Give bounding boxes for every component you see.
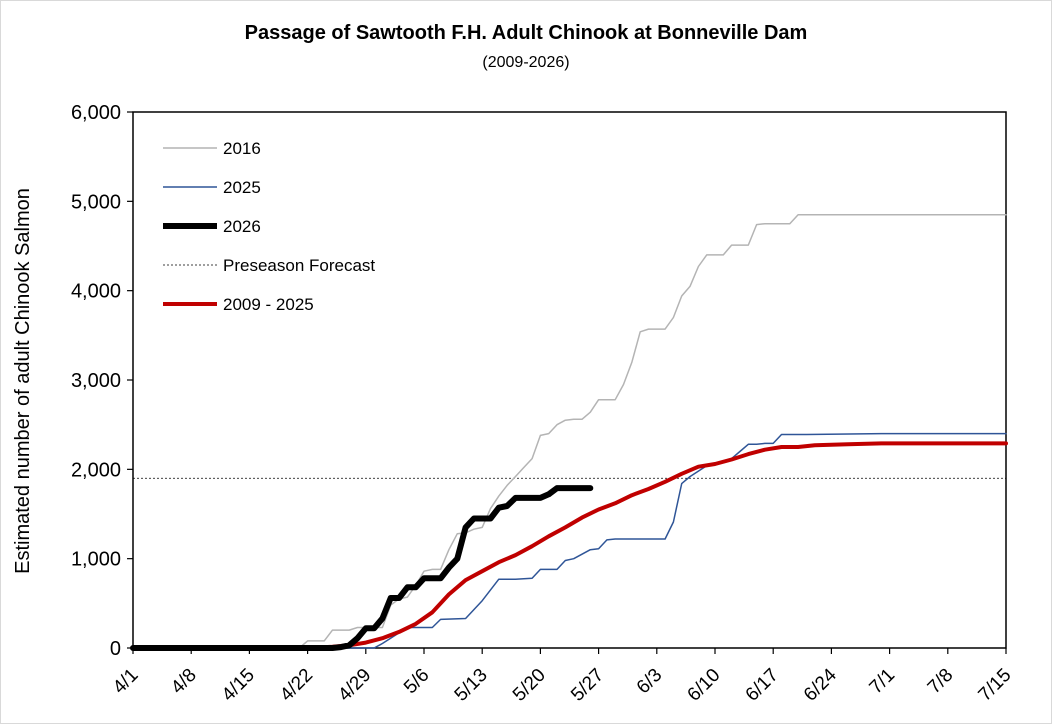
y-tick-label: 6,000: [71, 102, 121, 124]
series-line-2026: [130, 485, 594, 651]
legend: 2016 2025 2026 Preseason Forecast 2009 - 202…: [163, 139, 375, 314]
y-tick-label: 4,000: [71, 281, 121, 303]
x-tick-label: 7/15: [975, 665, 1016, 706]
chart-subtitle: (2009-2026): [482, 54, 569, 71]
x-tick-label: 5/13: [451, 665, 492, 706]
legend-label: Preseason Forecast: [223, 256, 375, 275]
x-tick-label: 4/22: [276, 665, 317, 706]
y-tick-label: 1,000: [71, 549, 121, 571]
series-line-2016: [132, 213, 1007, 649]
x-tick-label: 7/1: [866, 665, 900, 699]
x-tick-label: 4/29: [334, 665, 375, 706]
series-line-2025: [132, 432, 1007, 649]
series-line-2009-2025: [131, 441, 1008, 650]
x-tick-label: 6/3: [633, 665, 667, 699]
legend-label: 2009 - 2025: [223, 295, 314, 314]
y-axis-label: Estimated number of adult Chinook Salmon: [12, 188, 34, 574]
y-tick-label: 0: [110, 638, 121, 660]
x-tick-label: 5/20: [509, 665, 550, 706]
y-tick-label: 5,000: [71, 191, 121, 213]
x-tick-label: 4/15: [218, 665, 259, 706]
plot-area: [132, 111, 1007, 649]
chart-title: Passage of Sawtooth F.H. Adult Chinook a…: [245, 22, 808, 44]
legend-label: 2025: [223, 178, 261, 197]
x-tick-label: 5/27: [567, 665, 608, 706]
legend-label: 2026: [223, 217, 261, 236]
x-tick-label: 6/24: [800, 664, 841, 705]
x-tick-label: 5/6: [400, 665, 434, 699]
y-tick-label: 2,000: [71, 459, 121, 481]
x-axis: 4/1 4/8 4/15 4/22 4/29 5/6 5/13 5/20 5/27 6/3 6/10…: [109, 648, 1016, 706]
legend-label: 2016: [223, 139, 261, 158]
y-axis: 0 1,000 2,000 3,000 4,000 5,000 6,000: [71, 102, 133, 660]
x-tick-label: 7/8: [924, 665, 958, 699]
x-tick-label: 6/17: [742, 665, 783, 706]
x-tick-label: 4/8: [167, 665, 201, 699]
y-tick-label: 3,000: [71, 370, 121, 392]
x-tick-label: 6/10: [684, 665, 725, 706]
x-tick-label: 4/1: [109, 665, 143, 699]
series-layer: [130, 213, 1008, 651]
